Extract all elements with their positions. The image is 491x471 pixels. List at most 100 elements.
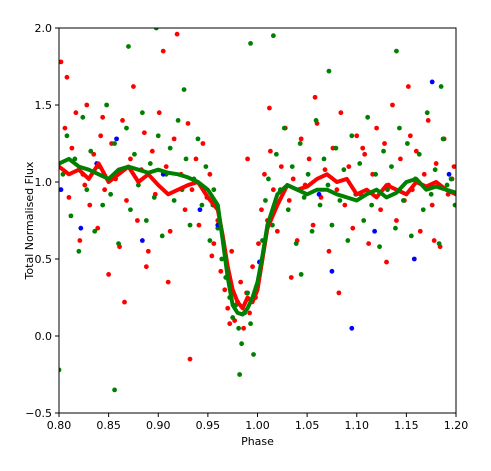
data-point — [398, 156, 403, 162]
data-point — [357, 161, 363, 166]
data-point — [73, 110, 79, 116]
data-point — [199, 202, 205, 208]
data-point — [211, 187, 217, 193]
data-point — [349, 133, 355, 139]
data-point — [171, 136, 177, 142]
x-axis: 0.80 0.85 0.90 0.95 1.00 1.05 1.10 1.15 1.20 — [47, 413, 469, 432]
data-point — [451, 164, 456, 169]
data-point — [131, 84, 136, 89]
data-point — [310, 222, 316, 228]
data-point — [124, 198, 129, 203]
data-point — [297, 141, 303, 146]
data-point — [222, 287, 228, 293]
data-point — [256, 241, 261, 247]
data-point — [160, 48, 166, 54]
data-point — [64, 133, 70, 139]
y-tick-label: 1.5 — [35, 99, 53, 112]
data-point — [397, 125, 402, 131]
data-point — [211, 241, 217, 247]
data-point — [108, 191, 114, 197]
data-point — [432, 167, 438, 173]
data-point — [126, 44, 131, 49]
data-point — [411, 256, 417, 262]
data-point — [183, 156, 189, 162]
y-tick-label: 0.5 — [35, 253, 53, 266]
data-point — [401, 198, 406, 203]
data-point — [421, 171, 427, 177]
data-point — [95, 225, 101, 231]
data-point — [100, 114, 106, 120]
data-point — [444, 182, 450, 188]
data-point — [143, 264, 149, 270]
data-point — [87, 202, 93, 208]
data-point — [286, 198, 292, 203]
data-point — [181, 87, 187, 92]
data-point — [159, 233, 165, 239]
data-point — [374, 125, 379, 131]
data-point — [341, 167, 347, 173]
data-point — [326, 248, 332, 254]
data-point — [200, 141, 206, 146]
data-point — [369, 202, 375, 208]
y-tick-label: 1.0 — [35, 176, 53, 189]
data-point — [59, 367, 62, 373]
data-point — [165, 279, 171, 285]
data-point — [436, 241, 442, 247]
data-point — [227, 321, 233, 327]
y-axis-label: Total Normalised Flux — [23, 161, 36, 280]
data-point — [273, 151, 279, 157]
data-point — [425, 118, 431, 123]
x-tick-label: 0.80 — [47, 419, 72, 432]
x-axis-label: Phase — [241, 435, 274, 448]
data-point — [174, 31, 180, 37]
data-point — [322, 167, 328, 173]
data-point — [197, 207, 203, 213]
data-point — [424, 110, 430, 116]
data-point — [245, 156, 250, 162]
data-point — [438, 84, 444, 89]
data-point — [151, 195, 157, 200]
data-point — [238, 279, 244, 285]
data-point — [102, 187, 108, 193]
data-point — [77, 238, 83, 243]
data-point — [429, 202, 435, 208]
data-point — [312, 94, 318, 100]
data-point — [262, 171, 267, 177]
data-point — [429, 79, 435, 85]
data-point — [207, 171, 213, 177]
data-point — [326, 68, 332, 74]
data-point — [329, 268, 335, 274]
data-point — [407, 133, 413, 139]
data-point — [128, 207, 133, 213]
data-point — [278, 164, 284, 170]
data-point — [431, 238, 437, 243]
data-point — [207, 238, 213, 243]
data-point — [342, 202, 348, 208]
data-point — [189, 187, 195, 193]
data-point — [309, 228, 315, 234]
x-tick-label: 1.20 — [444, 419, 469, 432]
data-point — [349, 325, 355, 331]
data-point — [149, 148, 155, 154]
data-point — [112, 141, 117, 146]
data-point — [378, 207, 383, 213]
data-point — [136, 182, 141, 188]
data-point — [143, 218, 149, 223]
data-point — [122, 299, 127, 305]
data-point — [116, 241, 121, 247]
y-axis: −0.5 0.0 0.5 1.0 1.5 2.0 — [25, 22, 59, 420]
data-point — [185, 121, 191, 126]
data-point — [66, 195, 72, 200]
data-point — [247, 310, 252, 316]
data-point — [334, 187, 340, 193]
data-point — [175, 118, 181, 123]
data-point — [104, 102, 110, 108]
data-point — [338, 110, 344, 116]
data-point — [112, 387, 117, 393]
data-point — [361, 218, 367, 223]
data-point — [251, 352, 256, 357]
data-point — [305, 171, 311, 177]
data-point — [382, 141, 387, 146]
